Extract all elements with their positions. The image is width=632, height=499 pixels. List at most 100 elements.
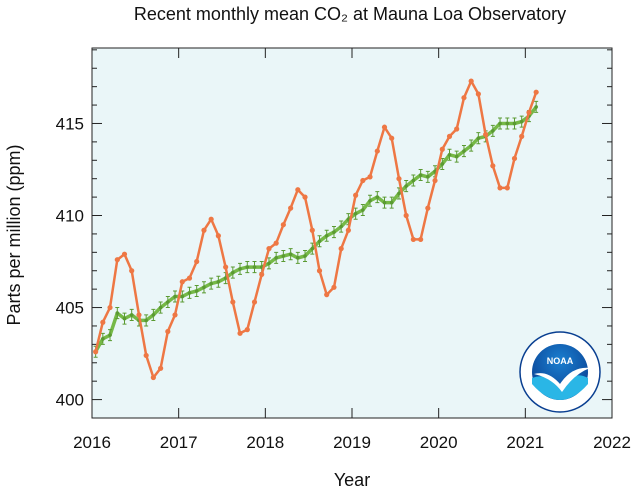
data-point (114, 257, 120, 263)
data-point (165, 328, 171, 335)
data-point (345, 227, 351, 233)
y-tick-label: 415 (56, 114, 84, 133)
data-point (266, 246, 272, 252)
data-point (332, 230, 336, 234)
data-point (151, 313, 156, 317)
data-point (389, 200, 394, 205)
data-point (404, 184, 408, 188)
data-point (309, 227, 315, 233)
data-point (238, 267, 242, 271)
data-point (288, 252, 293, 256)
data-point (101, 337, 105, 341)
data-point (338, 246, 344, 252)
plot-frame (91, 47, 613, 419)
data-point (526, 109, 532, 116)
data-point (519, 119, 524, 124)
data-point (426, 175, 430, 179)
data-point (231, 270, 235, 275)
series-line (94, 79, 538, 379)
data-point (375, 195, 380, 199)
data-point (296, 256, 300, 260)
data-point (317, 239, 322, 244)
data-point (194, 258, 200, 265)
noaa-logo: NOAA (519, 331, 601, 413)
data-point (295, 187, 301, 193)
data-point (202, 285, 206, 290)
data-point (158, 305, 163, 310)
x-tick-label: 2022 (593, 433, 631, 452)
data-point (143, 352, 149, 359)
data-point (382, 200, 387, 205)
data-point (144, 318, 148, 323)
data-point (504, 185, 510, 191)
data-point (468, 78, 474, 84)
data-point (158, 365, 164, 371)
data-point (302, 194, 308, 200)
data-point (389, 135, 395, 141)
data-point (498, 121, 502, 126)
data-point (150, 374, 156, 381)
x-tick-label: 2016 (73, 433, 111, 452)
data-point (461, 95, 467, 101)
data-point (136, 312, 142, 318)
data-point (483, 131, 489, 138)
data-point (166, 300, 170, 304)
data-point (381, 124, 388, 130)
x-tick-label: 2020 (420, 433, 458, 452)
data-point (121, 251, 128, 257)
data-point (497, 185, 503, 191)
logo-text: NOAA (547, 356, 574, 366)
data-point (180, 294, 185, 299)
data-point (505, 121, 510, 126)
x-tick-label: 2017 (160, 433, 198, 452)
data-point (237, 330, 243, 336)
data-point (208, 216, 214, 222)
data-point (223, 264, 229, 270)
data-point (172, 312, 178, 318)
data-point (339, 224, 343, 229)
data-point (186, 275, 193, 281)
data-point (252, 265, 257, 269)
data-point (360, 177, 366, 184)
data-point (374, 148, 380, 154)
data-point (115, 311, 120, 315)
data-point (209, 281, 213, 286)
data-point (288, 205, 294, 211)
data-point (353, 211, 358, 216)
data-point (194, 289, 199, 293)
data-point (432, 177, 438, 184)
y-tick-label: 400 (56, 391, 84, 410)
data-point (418, 173, 423, 177)
data-point (418, 236, 424, 243)
y-tick-label: 405 (56, 299, 84, 318)
data-point (122, 316, 127, 321)
data-point (316, 268, 323, 274)
data-point (216, 279, 221, 284)
y-tick-label: 410 (56, 207, 84, 226)
data-point (403, 212, 409, 219)
data-point (396, 176, 402, 182)
data-point (476, 136, 481, 140)
x-axis-label: Year (334, 470, 370, 490)
data-point (324, 292, 330, 298)
data-point (215, 233, 221, 239)
data-point (367, 174, 373, 180)
data-point (454, 126, 460, 132)
data-point (512, 121, 517, 126)
data-point (281, 254, 286, 258)
data-point (245, 265, 250, 269)
chart-title: Recent monthly mean CO₂ at Mauna Loa Obs… (134, 4, 566, 24)
data-point (490, 163, 496, 169)
data-point (230, 299, 236, 305)
axes: 400 405 410 415 2016 2017 2018 2019 2020 2021 2022 (56, 48, 631, 452)
data-point (446, 133, 453, 139)
data-point (108, 333, 112, 337)
data-point (491, 129, 495, 133)
data-point (187, 291, 192, 295)
data-point (259, 271, 265, 278)
data-point (173, 294, 177, 299)
data-point (273, 240, 279, 246)
data-point (533, 89, 539, 95)
data-point (100, 319, 106, 325)
